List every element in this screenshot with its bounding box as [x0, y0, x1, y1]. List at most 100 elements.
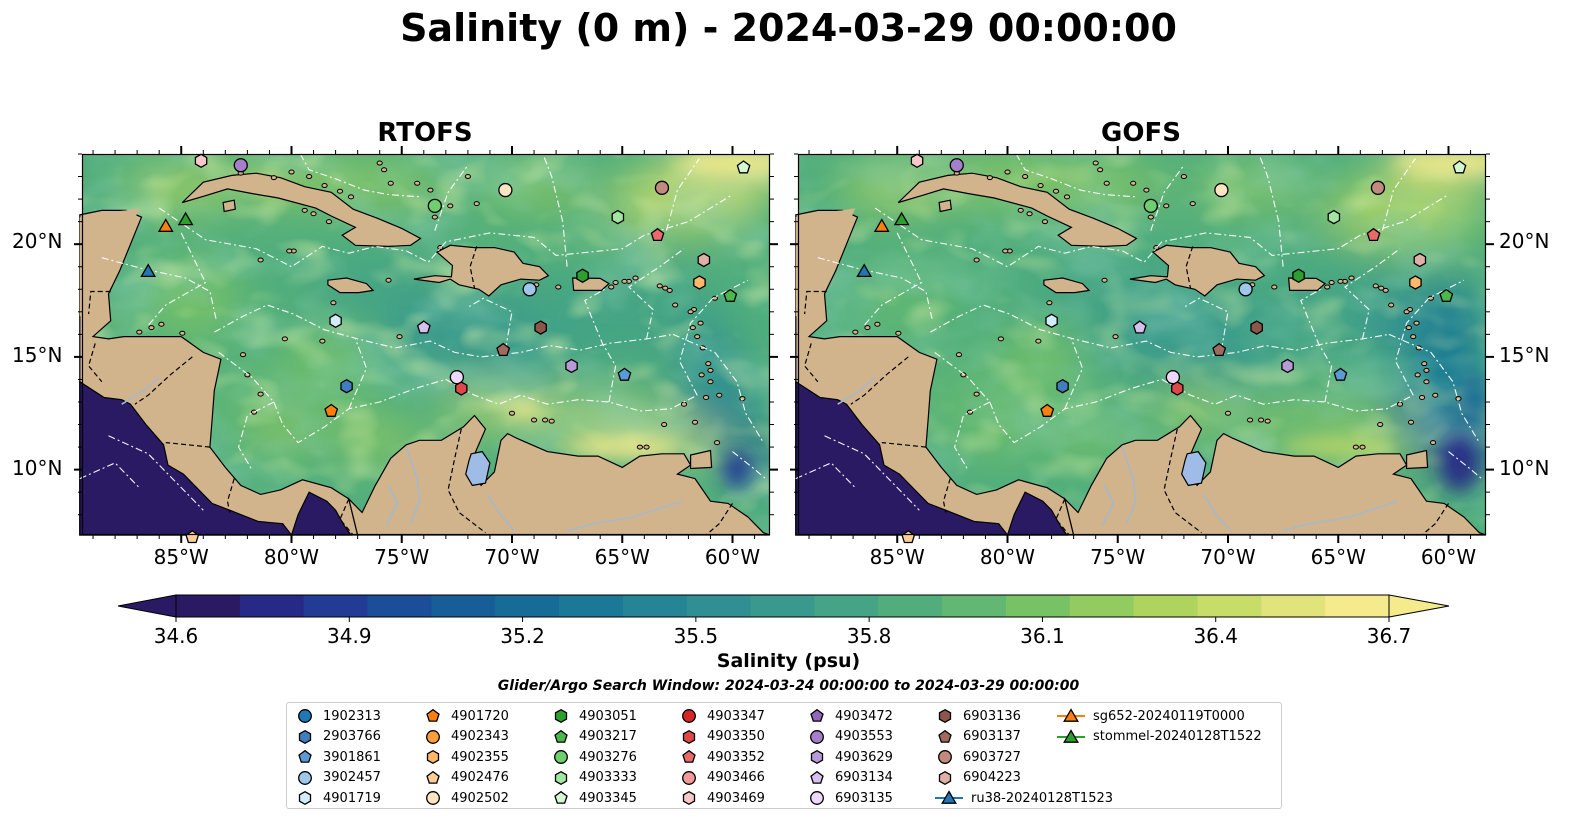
argo-float-marker [654, 180, 670, 195]
colorbar-swatches [176, 595, 1390, 617]
lon-tick-label: 70°W [484, 545, 540, 569]
search-window-caption: Glider/Argo Search Window: 2024-03-24 00… [497, 678, 1080, 694]
legend-marker-icon [426, 749, 440, 765]
argo-float-marker [1212, 342, 1227, 357]
legend-item-label: 4902355 [451, 749, 509, 765]
legend-marker-icon [682, 770, 696, 785]
colorbar-tick-label: 35.5 [673, 624, 719, 648]
legend-circle-icon [938, 750, 952, 764]
legend-item-label: 2903766 [323, 729, 381, 744]
legend-marker-icon [938, 708, 952, 724]
lon-tick-label: 85°W [869, 545, 925, 569]
argo-float-marker [194, 153, 208, 169]
float-markers [856, 153, 1467, 544]
legend-item-label: 3901861 [323, 749, 381, 765]
legend-hexagon-icon [938, 708, 952, 724]
argo-float-marker [1292, 268, 1305, 283]
legend-circle-icon [682, 709, 696, 723]
argo-float-marker [416, 320, 431, 334]
eez-boundaries [79, 153, 766, 511]
legend-marker-icon [554, 729, 568, 743]
legend-item: 4903333 [551, 768, 637, 788]
legend-circle-icon [554, 750, 568, 764]
island-jamaica [1043, 277, 1091, 294]
argo-float-marker [1143, 198, 1158, 214]
colorbar-tick-label: 36.7 [1366, 624, 1412, 648]
colorbar-extend-high [1388, 594, 1450, 618]
colorbar-tick-label: 35.2 [500, 624, 545, 648]
legend-marker-icon [938, 750, 952, 764]
legend-item: 4903472 [807, 706, 893, 726]
argo-float-marker [1439, 288, 1454, 302]
argo-float-marker [1165, 370, 1181, 385]
argo-float-marker [449, 370, 465, 385]
legend-circle-icon [426, 791, 440, 805]
legend-pentagon-icon [810, 770, 824, 784]
argo-float-marker [1214, 182, 1229, 198]
legend-item: ru38-20240128T1523 [935, 788, 1113, 808]
legend-marker-icon [810, 708, 824, 722]
legend-item: 4903347 [679, 706, 765, 726]
legend-marker-icon [426, 770, 440, 784]
legend-hexagon-icon [682, 790, 696, 806]
argo-float-marker [1333, 367, 1348, 381]
argo-float-marker [910, 153, 924, 169]
legend-item-label: 4903276 [579, 749, 637, 765]
argo-float-marker [496, 342, 511, 357]
country-borders [803, 246, 1450, 536]
lon-tick-label: 65°W [1310, 545, 1366, 569]
legend-item-label: 4901720 [451, 708, 509, 724]
argo-float-marker [697, 252, 711, 268]
colorbar [117, 594, 1450, 622]
island-jamaica [327, 277, 375, 294]
legend-item: 4902476 [423, 768, 509, 788]
legend-item-label: 1902313 [323, 708, 381, 724]
legend-hexagon-icon [554, 770, 568, 785]
argo-float-marker [1366, 227, 1381, 242]
legend-marker-icon [935, 790, 963, 804]
legend-item-label: 6903137 [963, 729, 1021, 744]
legend-marker-icon [554, 770, 568, 785]
legend-item-label: sg652-20240119T0000 [1093, 708, 1245, 724]
colorbar-extend-low [117, 594, 177, 618]
argo-float-marker [565, 358, 578, 374]
legend-item: 4903469 [679, 788, 765, 808]
glider-marker [893, 211, 910, 226]
legend-item-label: stommel-20240128T1522 [1093, 729, 1262, 744]
land-layer [79, 149, 771, 536]
lon-tick-label: 70°W [1200, 545, 1256, 569]
lon-tick-label: 60°W [704, 545, 761, 569]
legend-pentagon-icon [810, 708, 824, 722]
map-panel-gofs [790, 146, 1494, 544]
colorbar-label: Salinity (psu) [716, 650, 861, 672]
legend-marker-icon [298, 729, 312, 744]
argo-float-marker [1045, 313, 1058, 329]
legend-item: 4903466 [679, 768, 765, 788]
legend-marker-icon [426, 729, 440, 744]
argo-float-marker [1171, 381, 1184, 396]
argo-float-marker [427, 198, 442, 214]
legend-item-label: 4903051 [579, 708, 637, 724]
legend-marker-icon [554, 790, 568, 804]
argo-float-marker [576, 268, 589, 283]
legend-circle-icon [810, 729, 824, 744]
country-borders [87, 246, 734, 536]
legend-item: stommel-20240128T1522 [1057, 727, 1262, 747]
legend-item-label: 6903727 [963, 749, 1021, 765]
legend-pentagon-icon [554, 790, 568, 804]
lon-tick-label: 60°W [1420, 545, 1477, 569]
legend-pentagon-icon [682, 749, 696, 763]
legend-marker-icon [426, 791, 440, 805]
argo-float-marker [1040, 403, 1055, 417]
island-isleyouth [222, 199, 236, 213]
legend-hexagon-icon [554, 708, 568, 724]
legend-marker-icon [682, 749, 696, 763]
legend-circle-icon [682, 770, 696, 785]
rivers [837, 376, 1399, 532]
legend-item: 6903135 [807, 788, 893, 808]
legend-item-label: 4903629 [835, 749, 893, 765]
legend-item-label: 4901719 [323, 790, 381, 806]
legend-item: 6903137 [935, 727, 1021, 747]
legend-item: 6903134 [807, 768, 893, 788]
legend-item-label: ru38-20240128T1523 [971, 790, 1114, 806]
